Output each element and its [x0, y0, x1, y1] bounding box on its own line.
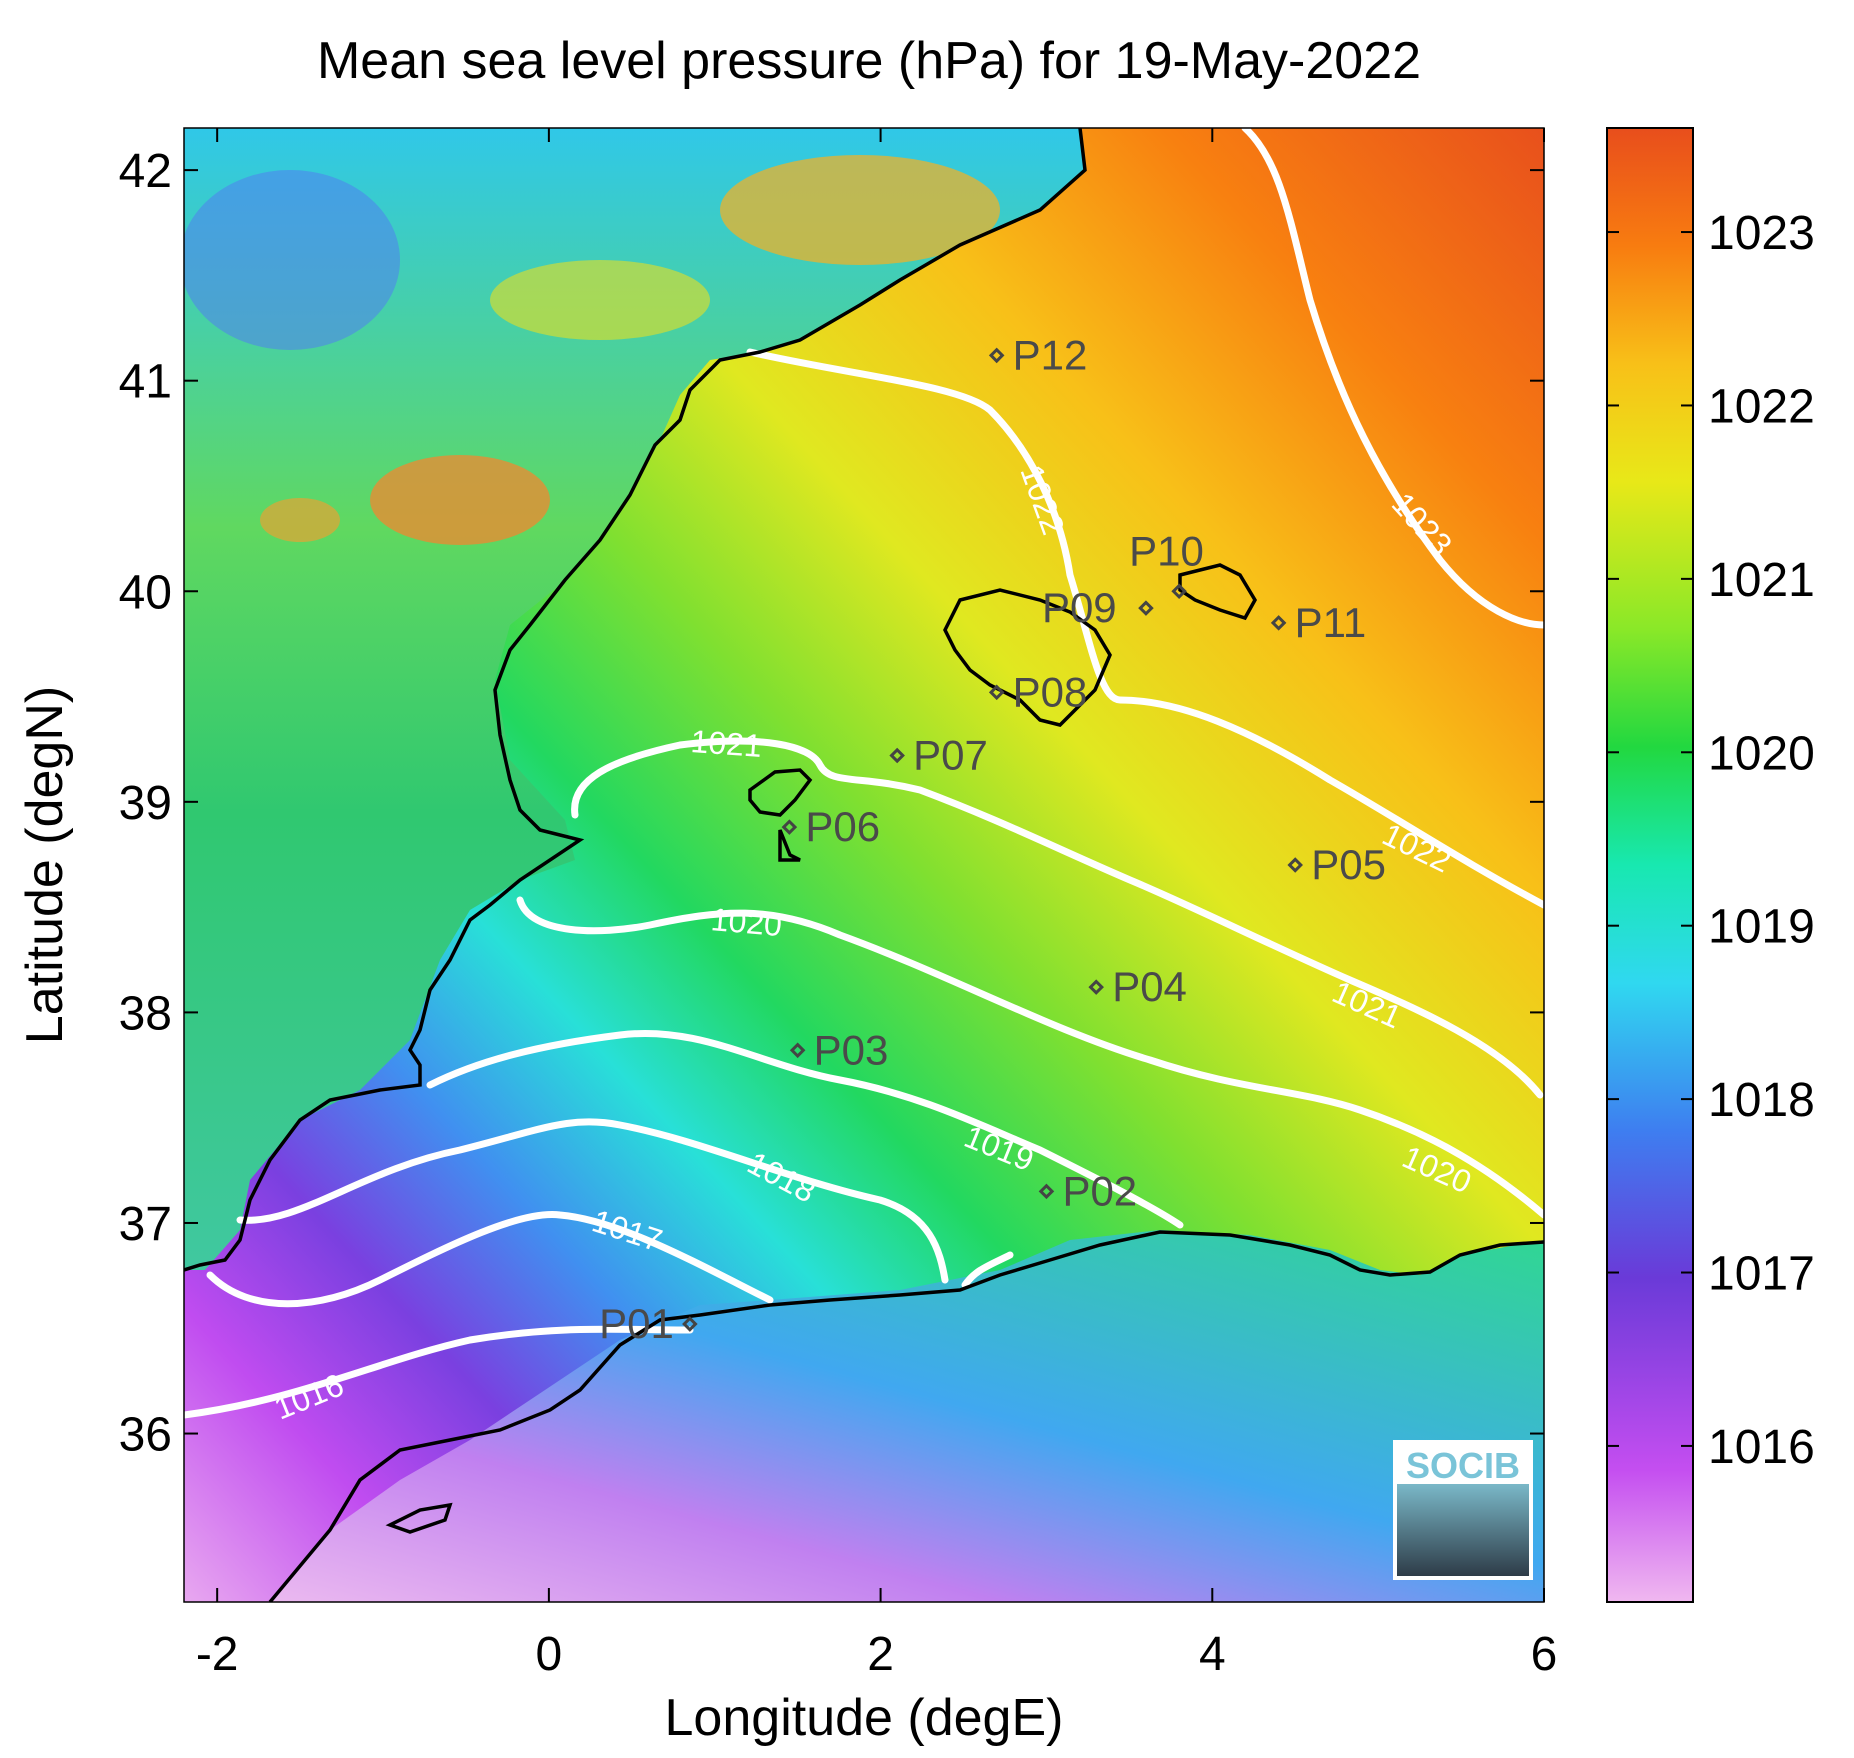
point-marker: [781, 819, 798, 835]
y-axis: 36 37 38 39 40 41 42: [119, 145, 1544, 1462]
isobar-lines: [184, 128, 1544, 1419]
colorbar-tick-label: 1021: [1708, 554, 1815, 607]
mallorca-coastline: [943, 588, 1112, 727]
isobar-1016: [184, 1325, 694, 1419]
x-tick-label: -2: [196, 1628, 239, 1681]
point-label: P01: [599, 1300, 674, 1347]
colorbar-ticks: 1016 1017 1018 1019 1020 1021 1022 1023: [1607, 207, 1815, 1474]
plot-frame: [183, 127, 1545, 1603]
isobar-1019: [426, 1029, 1184, 1229]
isobar-1017: [206, 1211, 774, 1308]
africa-landmass: [184, 1230, 1544, 1602]
point-marker: [1287, 857, 1303, 873]
point-marker: [1038, 1183, 1055, 1200]
point-label: P03: [814, 1026, 889, 1073]
point-label: P09: [1042, 584, 1117, 631]
y-tick-label: 41: [119, 356, 172, 409]
point-label: P02: [1062, 1167, 1137, 1214]
colorbar: [1606, 127, 1694, 1603]
isobar-1021: [571, 737, 1544, 1099]
colorbar-tick-label: 1020: [1708, 727, 1815, 780]
y-tick-label: 38: [119, 987, 172, 1040]
x-axis: -2 0 2 4 6: [196, 128, 1558, 1681]
y-tick-label: 40: [119, 566, 172, 619]
point-label: P05: [1311, 841, 1386, 888]
isobar-1022: [746, 348, 1544, 909]
land-warm-patch: [720, 155, 1000, 265]
plot-area: 1016 1017 1018 1019 1020 1020 1021 1021 …: [184, 128, 1544, 1602]
y-tick-label: 36: [119, 1409, 172, 1462]
land-warm-patch: [370, 455, 550, 545]
x-tick-label: 2: [867, 1628, 894, 1681]
colorbar-tick-label: 1023: [1708, 207, 1815, 260]
coastlines: [184, 128, 1544, 1602]
point-marker: [988, 347, 1005, 364]
point-marker: [682, 1316, 698, 1332]
x-tick-label: 6: [1531, 1628, 1558, 1681]
colorbar-tick-label: 1019: [1708, 901, 1815, 954]
iberia-coastline: [184, 128, 1087, 1272]
y-tick-label: 37: [119, 1198, 172, 1251]
land-warm-patch: [490, 260, 710, 340]
isobar-1023: [1241, 128, 1544, 629]
point-marker: [1138, 600, 1154, 616]
y-axis-label: Latitude (degN): [16, 686, 74, 1044]
socib-logo: SOCIB: [1393, 1440, 1533, 1580]
isobar-1020: [516, 896, 1544, 1219]
isobar-label-1020: 1020: [709, 901, 783, 943]
y-tick-label: 42: [119, 145, 172, 198]
colorbar-tick-label: 1018: [1708, 1074, 1815, 1127]
x-axis-label: Longitude (degE): [665, 1689, 1064, 1747]
point-label: P07: [913, 732, 988, 779]
point-label: P10: [1129, 527, 1204, 574]
point-label: P04: [1112, 963, 1187, 1010]
alboran-coastline: [385, 1502, 453, 1534]
point-marker: [988, 684, 1005, 701]
isobar-label-1021: 1021: [690, 723, 764, 764]
isobar-1018b: [961, 1251, 1014, 1289]
point-markers: P01 P02 P03 P04 P05 P06 P07 P08 P09 P10 P11 P12: [599, 331, 1386, 1347]
africa-coastline: [268, 1230, 1544, 1602]
land-cool-patch: [184, 170, 400, 350]
logo-text: SOCIB: [1406, 1445, 1520, 1486]
point-marker: [789, 1042, 806, 1059]
point-label: P08: [1013, 668, 1088, 715]
x-tick-label: 4: [1199, 1628, 1226, 1681]
point-marker: [1088, 979, 1104, 995]
iberia-landmass: [184, 128, 1085, 1270]
isobar-1018: [236, 1118, 949, 1284]
point-label: P12: [1013, 331, 1088, 378]
menorca-coastline: [1178, 563, 1258, 621]
y-tick-label: 39: [119, 777, 172, 830]
ibiza-coastline: [748, 768, 813, 817]
colorbar-tick-label: 1016: [1708, 1421, 1815, 1474]
point-marker: [1171, 583, 1187, 600]
chart-title: Mean sea level pressure (hPa) for 19-May…: [317, 32, 1421, 90]
formentera-coastline: [778, 829, 801, 862]
point-label: P06: [805, 803, 880, 850]
x-tick-label: 0: [536, 1628, 563, 1681]
logo-image: [1397, 1484, 1529, 1576]
colorbar-tick-label: 1017: [1708, 1248, 1815, 1301]
land-warm-patch: [260, 498, 340, 542]
point-marker: [1270, 615, 1287, 631]
colorbar-tick-label: 1022: [1708, 380, 1815, 433]
point-marker: [889, 747, 905, 764]
point-label: P11: [1295, 599, 1367, 646]
